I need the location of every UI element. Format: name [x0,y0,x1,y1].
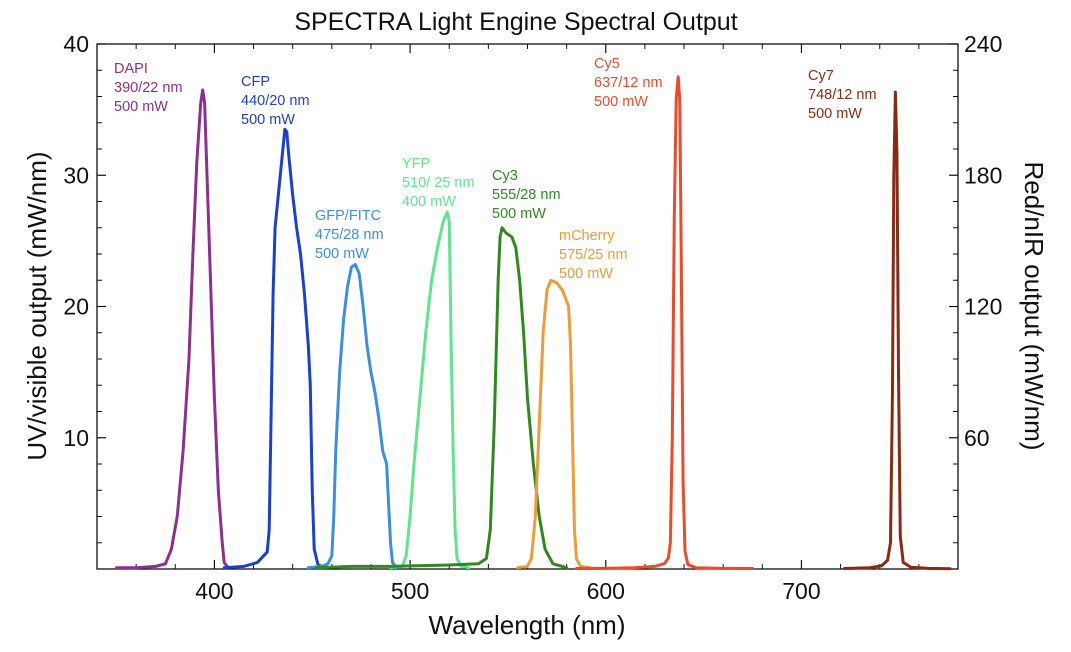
y-axis-left-label: UV/visible output (mW/nm) [22,151,52,460]
y-right-tick-label: 60 [964,425,990,451]
annotation-line: 440/20 nm [241,93,310,109]
y-left-tick-label: 20 [63,294,89,320]
annotation-line: 500 mW [315,246,369,262]
annotation-line: GFP/FITC [315,208,381,224]
annotation-line: 500 mW [241,112,295,128]
annotation-line: mCherry [559,228,615,244]
axis-ticks: 400 500 600 700 10 20 30 40 60 120 180 240 [63,31,1002,604]
x-axis-label: Wavelength (nm) [429,610,626,640]
annotation-line: 500 mW [594,94,648,110]
series-line-cy7 [843,90,952,571]
series-line-gfp-fitc [306,263,398,570]
annotation-line: 400 mW [402,194,456,210]
annotation-line: 500 mW [492,206,546,222]
y-axis-right-label: Red/nIR output (mW/nm) [1019,162,1049,451]
x-tick-label: 500 [391,578,429,604]
series-line-cfp [222,127,328,570]
series-line-yfp [389,210,471,570]
annotation-line: 748/12 nm [808,87,877,103]
annotation-line: YFP [402,156,430,172]
y-right-tick-label: 180 [964,162,1002,188]
series-line-cy5 [574,75,755,571]
annotation-line: 390/22 nm [114,80,183,96]
annotation-line: 500 mW [808,106,862,122]
y-right-tick-label: 120 [964,294,1002,320]
annotation-line: 500 mW [114,99,168,115]
series-layer [115,75,952,571]
y-left-tick-label: 10 [63,425,89,451]
series-annotation-yfp: YFP 510/ 25 nm 400 mW [402,156,475,210]
annotation-line: Cy5 [594,56,620,72]
annotation-line: 510/ 25 nm [402,175,475,191]
series-annotation-cy5: Cy5 637/12 nm 500 mW [594,56,663,110]
annotation-line: 555/28 nm [492,187,561,203]
series-annotation-mcherry: mCherry 575/25 nm 500 mW [559,228,628,282]
annotation-line: CFP [241,74,270,90]
annotation-line: 637/12 nm [594,75,663,91]
y-left-tick-label: 40 [63,31,89,57]
y-left-tick-label: 30 [63,162,89,188]
series-line-cy3 [314,226,569,570]
chart-title: SPECTRA Light Engine Spectral Output [294,8,737,36]
annotation-line: 575/25 nm [559,247,628,263]
annotation-line: DAPI [114,61,148,77]
annotation-line: Cy7 [808,68,834,84]
series-line-dapi [115,88,230,570]
plot-frame [96,43,959,570]
x-tick-label: 400 [195,578,233,604]
y-right-tick-label: 240 [964,31,1002,57]
x-tick-label: 600 [587,578,625,604]
series-annotation-dapi: DAPI 390/22 nm 500 mW [114,61,183,115]
annotation-line: 500 mW [559,266,613,282]
series-annotation-cy3: Cy3 555/28 nm 500 mW [492,168,561,222]
series-annotation-cfp: CFP 440/20 nm 500 mW [241,74,310,128]
series-line-mcherry [516,278,592,570]
series-annotation-gfp-fitc: GFP/FITC 475/28 nm 500 mW [315,208,384,262]
x-tick-label: 700 [782,578,820,604]
series-annotation-cy7: Cy7 748/12 nm 500 mW [808,68,877,122]
annotation-line: Cy3 [492,168,518,184]
annotation-line: 475/28 nm [315,227,384,243]
